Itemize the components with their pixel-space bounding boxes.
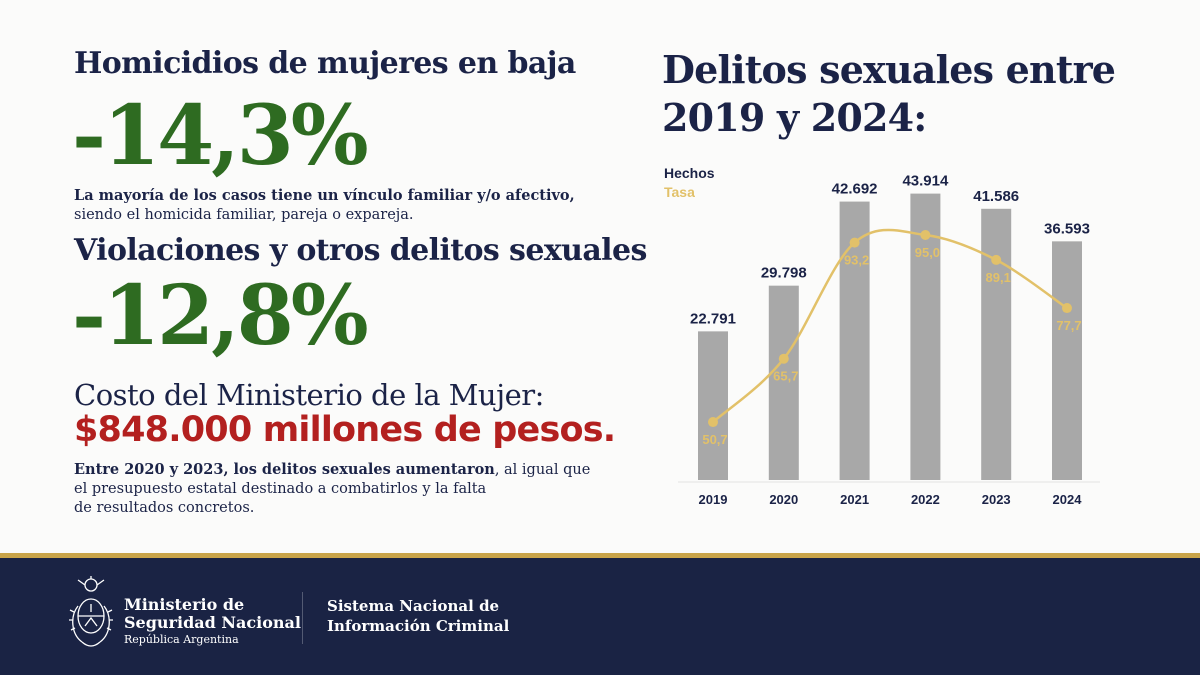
tasa-point-2021 [849, 237, 860, 248]
homicides-change-value: -14,3% [72, 88, 369, 184]
tasa-point-2022 [920, 230, 931, 240]
footer-accent-line [0, 553, 1200, 558]
cost-note-line3: de resultados concretos. [74, 500, 255, 516]
bar-label-2021: 42.692 [832, 181, 878, 198]
bar-label-2020: 29.798 [761, 265, 807, 282]
bar-2024 [1052, 241, 1082, 480]
chart-title: Delitos sexuales entre 2019 y 2024: [662, 46, 1116, 142]
tasa-label-2024: 77,7 [1056, 318, 1081, 333]
system-line2: Información Criminal [327, 617, 510, 635]
bar-2022 [910, 193, 941, 480]
cost-title: Costo del Ministerio de la Mujer: [74, 378, 544, 412]
x-tick-2024: 2024 [1053, 492, 1083, 507]
x-tick-2021: 2021 [840, 492, 869, 507]
cost-amount: $848.000 millones de pesos. [74, 410, 616, 450]
legend-tasa: Tasa [664, 184, 695, 200]
legend-hechos: Hechos [664, 165, 715, 181]
cost-note-bold: Entre 2020 y 2023, los delitos sexuales … [74, 461, 495, 478]
footer: Ministerio de Seguridad Nacional Repúbli… [0, 558, 1200, 675]
ministry-line1: Ministerio de [124, 595, 245, 614]
bar-label-2023: 41.586 [973, 188, 1019, 205]
tasa-point-2023 [991, 254, 1002, 265]
chart-title-line2: 2019 y 2024: [662, 95, 927, 140]
bar-2023 [981, 208, 1012, 480]
system-line1: Sistema Nacional de [327, 597, 500, 615]
tasa-point-2020 [778, 353, 789, 364]
homicides-note: La mayoría de los casos tiene un vínculo… [74, 186, 575, 225]
ministry-logo-text: Ministerio de Seguridad Nacional Repúbli… [124, 596, 301, 648]
tasa-label-2020: 65,7 [773, 369, 798, 384]
x-tick-2023: 2023 [982, 492, 1011, 507]
ministry-line2: Seguridad Nacional [124, 613, 301, 632]
footer-divider [302, 592, 303, 644]
bar-2021 [839, 201, 870, 480]
sexual-crimes-title: Violaciones y otros delitos sexuales [74, 233, 647, 268]
tasa-label-2022: 95,0 [915, 245, 940, 260]
homicides-note-line1: La mayoría de los casos tiene un vínculo… [74, 187, 575, 204]
chart-title-line1: Delitos sexuales entre [662, 47, 1116, 92]
cost-note-rest: , al igual que [494, 462, 591, 478]
cost-note-line2: el presupuesto estatal destinado a comba… [74, 481, 487, 497]
tasa-label-2021: 93,2 [844, 253, 869, 268]
bar-label-2024: 36.593 [1044, 220, 1090, 237]
tasa-point-2019 [708, 417, 718, 428]
tasa-line [712, 228, 1068, 423]
x-tick-2022: 2022 [911, 492, 940, 507]
sexual-crimes-chart: Hechos Tasa 22.791 2019 29.798 2020 42.692 2021… [664, 165, 1100, 507]
bar-2019 [698, 331, 728, 480]
bar-label-2022: 43.914 [902, 173, 949, 190]
coat-of-arms-icon [68, 576, 114, 658]
cost-note: Entre 2020 y 2023, los delitos sexuales … [74, 460, 590, 518]
x-tick-2019: 2019 [699, 492, 728, 507]
tasa-point-2024 [1062, 303, 1072, 314]
sexual-crimes-change-value: -12,8% [72, 268, 369, 364]
tasa-label-2019: 50,7 [702, 432, 727, 447]
x-tick-2020: 2020 [769, 492, 798, 507]
system-name: Sistema Nacional de Información Criminal [327, 596, 509, 636]
ministry-line3: República Argentina [124, 633, 239, 646]
tasa-label-2023: 89,1 [986, 270, 1011, 285]
homicides-title: Homicidios de mujeres en baja [74, 46, 576, 81]
bar-label-2019: 22.791 [690, 310, 736, 327]
homicides-note-line2: siendo el homicida familiar, pareja o ex… [74, 207, 414, 223]
bar-2020 [768, 285, 799, 480]
